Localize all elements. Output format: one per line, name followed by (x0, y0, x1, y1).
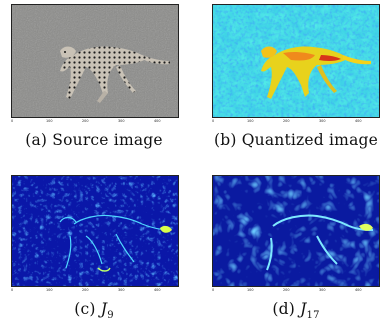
cheetah-figure (60, 46, 170, 103)
quantized-image (213, 5, 379, 117)
caption-c-subscript: 9 (107, 310, 114, 322)
tick-d-x-3: 300 (319, 288, 326, 292)
tick-a-x-1: 100 (46, 119, 53, 123)
tick-b-x-4: 400 (355, 119, 362, 123)
tick-d-x-0: 0 (212, 288, 215, 292)
caption-c: (c) J9 (4, 300, 184, 321)
tick-c-x-2: 200 (82, 288, 89, 292)
caption-a: (a) Source image (4, 131, 184, 149)
quantized-cheetah (261, 46, 371, 99)
j17-cheetah-edges (266, 214, 374, 271)
tick-a-x-3: 300 (118, 119, 125, 123)
tick-d-x-1: 100 (247, 288, 254, 292)
j9-image (12, 176, 178, 286)
caption-c-tag: (c) (74, 300, 96, 318)
caption-d: (d) J17 (206, 300, 382, 321)
tick-b-x-2: 200 (283, 119, 290, 123)
j9-tail-highlight (160, 225, 172, 233)
caption-b: (b) Quantized image (206, 131, 382, 149)
caption-d-subscript: 17 (306, 310, 320, 322)
j9-foot-highlight (97, 267, 111, 272)
tick-b-x-0: 0 (212, 119, 215, 123)
caption-d-tag: (d) (272, 300, 295, 318)
quantized-image-plot (212, 4, 380, 118)
tick-d-x-4: 400 (355, 288, 362, 292)
tick-a-x-2: 200 (82, 119, 89, 123)
tick-a-x-4: 400 (154, 119, 161, 123)
source-image-plot (11, 4, 179, 118)
tick-c-x-3: 300 (118, 288, 125, 292)
tick-b-x-3: 300 (319, 119, 326, 123)
tick-c-x-0: 0 (11, 288, 14, 292)
tick-c-x-1: 100 (46, 288, 53, 292)
source-image (12, 5, 178, 117)
tick-a-x-0: 0 (11, 119, 14, 123)
j17-image (213, 176, 379, 286)
j17-plot (212, 175, 380, 287)
tick-d-x-2: 200 (283, 288, 290, 292)
caption-b-text: Quantized image (241, 131, 379, 149)
tick-b-x-1: 100 (247, 119, 254, 123)
caption-a-text: Source image (52, 131, 163, 149)
caption-c-symbol: J (100, 300, 108, 318)
j17-tail-highlight (359, 223, 373, 231)
caption-d-symbol: J (300, 300, 307, 318)
caption-b-tag: (b) (213, 131, 237, 149)
tick-c-x-4: 400 (154, 288, 161, 292)
j9-plot (11, 175, 179, 287)
caption-a-tag: (a) (25, 131, 48, 149)
